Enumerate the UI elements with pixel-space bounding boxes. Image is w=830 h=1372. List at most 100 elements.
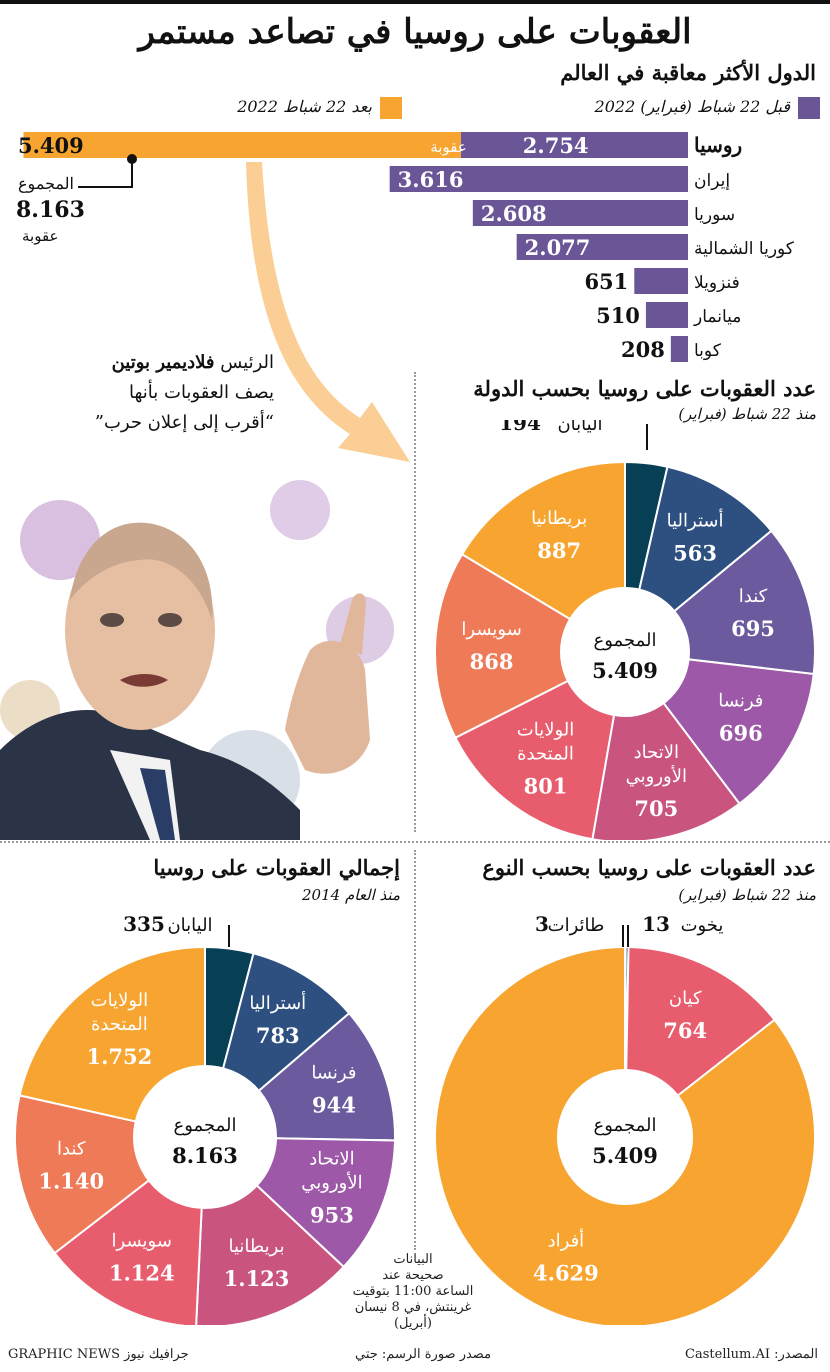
slice-label: فرنسا: [718, 690, 763, 711]
slice-label: الأوروبي: [626, 764, 687, 787]
bar-value-label: 2.608: [481, 201, 547, 226]
bar-before: [645, 302, 688, 328]
bar-before: [670, 336, 688, 362]
slice-label: فرنسا: [311, 1063, 356, 1084]
quote-line3: “أقرب إلى إعلان حرب”: [94, 412, 274, 433]
slice-label: سويسرا: [112, 1231, 172, 1252]
slice-label: المتحدة: [91, 1014, 148, 1035]
slice-label: كيان: [669, 988, 702, 1009]
category-label: ميانمار: [693, 307, 741, 327]
slice-label: سويسرا: [461, 619, 521, 640]
external-slice-value: 13: [642, 912, 670, 936]
divider-vertical-bottom: [414, 850, 416, 1250]
slice-label: أفراد: [548, 1228, 585, 1251]
pie-slice: [434, 945, 816, 1325]
bar-before: [389, 166, 688, 192]
data-note-line: غرينتش، في 8 نيسان (أبريل): [354, 1300, 472, 1331]
bar-value-label: 510: [596, 303, 640, 328]
external-slice-label: اليابان: [167, 915, 212, 936]
category-label: إيران: [694, 171, 730, 191]
slice-label: الاتحاد: [309, 1148, 354, 1169]
total-leader-h: [78, 186, 133, 188]
donut-total-label: المجموع: [594, 630, 657, 651]
bar-before: [516, 234, 688, 260]
donut-hole: [133, 1065, 277, 1209]
total-value: 8.163: [16, 197, 85, 223]
slice-value: 4.629: [533, 1260, 599, 1285]
slice-label: أستراليا: [667, 508, 724, 531]
external-slice-value: 335: [123, 912, 165, 936]
bar-after: [23, 132, 461, 158]
slice-value: 696: [719, 720, 763, 745]
bar-value-label: 3.616: [398, 167, 464, 192]
data-note-line: الساعة 11:00 بتوقيت: [352, 1284, 474, 1299]
external-slice-value: 3: [535, 912, 549, 936]
divider-vertical-top: [414, 372, 416, 832]
slice-label: الاتحاد: [634, 742, 679, 763]
pie-chart-by-country: أستراليا 563 كندا 695 فرنسا 696 الاتحادالأوروب…: [434, 420, 816, 840]
category-label: فنزويلا: [694, 273, 740, 293]
external-slice-value: 194: [499, 420, 541, 435]
slice-label: الأوروبي: [301, 1170, 362, 1193]
slice-label: الولايات: [91, 990, 149, 1011]
slice-value: 764: [663, 1018, 707, 1043]
slice-value: 1.752: [87, 1044, 153, 1069]
slice-value: 705: [634, 796, 678, 821]
donut-total-value: 8.163: [172, 1143, 238, 1168]
quote-name: فلاديمير بوتين: [111, 352, 215, 373]
data-note-line: البيانات: [393, 1252, 433, 1267]
slice-value: 1.140: [38, 1169, 104, 1194]
slice-label: كندا: [57, 1139, 86, 1160]
slice-label: أستراليا: [249, 991, 306, 1014]
donut-total-label: المجموع: [174, 1115, 237, 1136]
slice-label: بريطانيا: [531, 508, 587, 529]
slice-value: 801: [524, 773, 568, 798]
total-unit: عقوبة: [22, 227, 59, 245]
total-label: المجموع: [18, 174, 74, 193]
slice-label: بريطانيا: [228, 1236, 284, 1257]
photo-credit: مصدر صورة الرسم: جتي: [355, 1347, 492, 1362]
pie-type-title: عدد العقوبات على روسيا بحسب النوع: [482, 855, 816, 880]
external-slice-label: يخوت: [681, 915, 724, 936]
data-note-line: صحيحة عند: [382, 1268, 444, 1283]
pie-type-subtitle: منذ 22 شباط (فبراير): [678, 886, 816, 904]
legend-after-swatch: [380, 97, 402, 119]
slice-value: 944: [312, 1093, 356, 1118]
bar-before: [460, 132, 688, 158]
category-label: كوبا: [694, 341, 722, 361]
total-leader-dot: [127, 154, 137, 164]
bar-value-label: 2.754: [523, 133, 589, 158]
putin-portrait-illustration: [0, 480, 394, 840]
external-slice-label: طائرات: [548, 915, 605, 936]
pie-total-title: إجمالي العقوبات على روسيا: [153, 855, 400, 880]
bar-chart: روسيا 2.754 5.409 عقوبة إيران 3.616 سوريا 2.608…: [18, 132, 795, 362]
slice-label: الولايات: [517, 719, 575, 740]
bar-value-label: 208: [621, 337, 665, 362]
data-note: البيانات صحيحة عند الساعة 11:00 بتوقيت غ…: [338, 1252, 488, 1332]
slice-value: 887: [537, 538, 581, 563]
donut-hole: [557, 1069, 693, 1205]
pie-slice: [434, 552, 628, 740]
slice-value: 1.124: [109, 1261, 175, 1286]
slice-value: 695: [731, 616, 775, 641]
divider-horizontal: [0, 841, 830, 843]
donut-total-label: المجموع: [594, 1115, 657, 1136]
bar-unit-label: عقوبة: [430, 138, 467, 156]
slice-value: 1.123: [224, 1266, 290, 1291]
slice-value: 783: [256, 1023, 300, 1048]
total-leader-v: [131, 158, 133, 188]
quote-line2: يصف العقوبات بأنها: [129, 382, 274, 403]
source: المصدر: Castellum.AI: [685, 1347, 818, 1362]
category-label: كوريا الشمالية: [694, 239, 795, 259]
category-label: سوريا: [694, 205, 735, 225]
legend-after-label: بعد 22 شباط 2022: [237, 97, 372, 116]
external-slice-label: اليابان: [557, 420, 602, 435]
quote-line1: الرئيس فلاديمير بوتين: [112, 352, 274, 373]
bar-after-value-label: 5.409: [18, 133, 84, 158]
bar-before: [472, 200, 688, 226]
slice-value: 868: [470, 649, 514, 674]
legend-before-swatch: [798, 97, 820, 119]
bar-before: [634, 268, 688, 294]
